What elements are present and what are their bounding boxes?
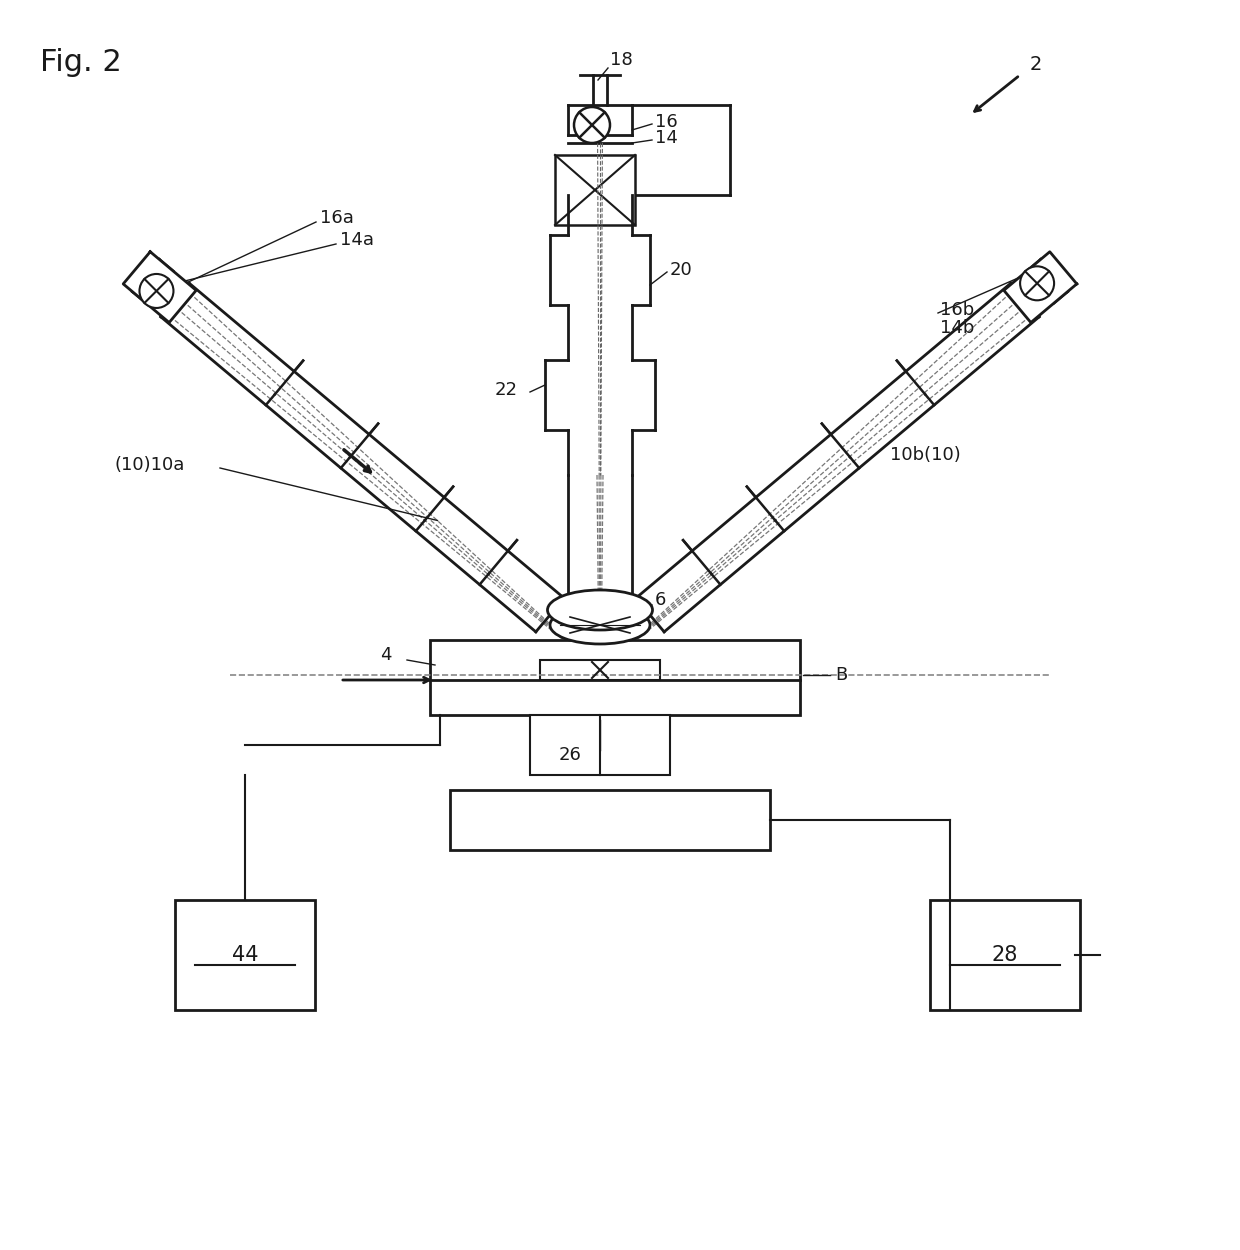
Text: 14: 14 — [655, 129, 678, 148]
Bar — [556, 155, 635, 225]
Text: 28: 28 — [992, 945, 1018, 965]
Bar — [450, 790, 770, 850]
Text: 26: 26 — [558, 746, 582, 764]
Polygon shape — [1004, 251, 1076, 322]
Text: 4: 4 — [379, 646, 392, 664]
Bar — [539, 660, 660, 680]
Bar — [529, 715, 670, 775]
Text: 16a: 16a — [320, 209, 353, 227]
Polygon shape — [123, 251, 196, 322]
Ellipse shape — [551, 606, 650, 644]
Circle shape — [574, 107, 610, 142]
Text: 14a: 14a — [340, 231, 374, 249]
Circle shape — [1021, 266, 1054, 300]
Text: 18: 18 — [610, 51, 632, 69]
Text: 22: 22 — [495, 381, 518, 399]
Text: 10b(10): 10b(10) — [890, 446, 961, 464]
Text: 16: 16 — [655, 112, 678, 131]
Text: 14b: 14b — [940, 319, 975, 338]
Circle shape — [139, 274, 174, 308]
Text: B: B — [835, 666, 847, 684]
Ellipse shape — [548, 590, 652, 630]
Text: 2: 2 — [1030, 55, 1043, 75]
Bar — [930, 900, 1080, 1010]
Text: (10)10a: (10)10a — [115, 456, 185, 474]
Bar — [175, 900, 315, 1010]
Text: 16b: 16b — [940, 301, 975, 319]
Text: Fig. 2: Fig. 2 — [40, 48, 122, 78]
Bar — [430, 640, 800, 715]
Text: 6: 6 — [655, 591, 666, 609]
Text: 44: 44 — [232, 945, 258, 965]
Text: 20: 20 — [670, 261, 693, 279]
